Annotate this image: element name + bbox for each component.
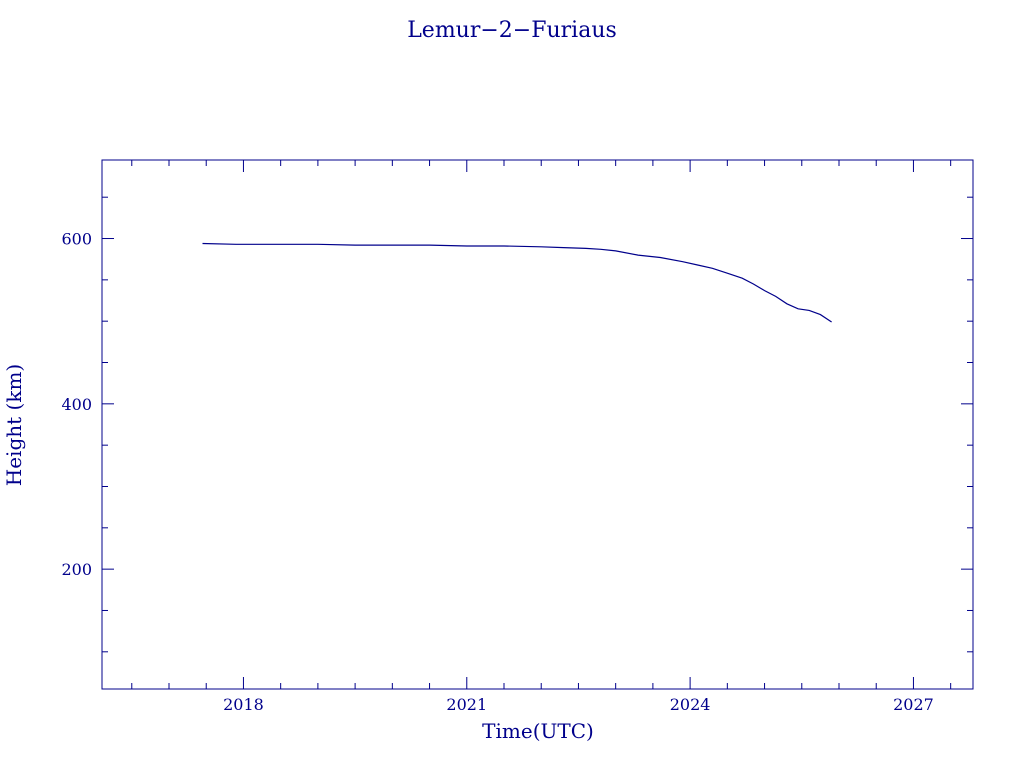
y-axis: 200 400 600 [61,196,973,653]
x-tick-label: 2024 [670,695,711,714]
x-tick-label: 2027 [893,695,934,714]
series-layer [202,242,832,323]
y-tick-label: 200 [61,560,92,579]
x-tick-label: 2021 [446,695,487,714]
series-line [202,242,832,323]
y-tick-label: 400 [61,395,92,414]
x-axis: 2018 2021 2024 2027 [131,160,952,714]
x-axis-label: Time(UTC) [482,719,594,743]
plot-frame [101,159,974,690]
x-tick-label: 2018 [223,695,264,714]
y-axis-label: Height (km) [2,364,26,486]
chart-title: Lemur−2−Furiaus [407,18,617,43]
y-tick-label: 600 [61,230,92,249]
